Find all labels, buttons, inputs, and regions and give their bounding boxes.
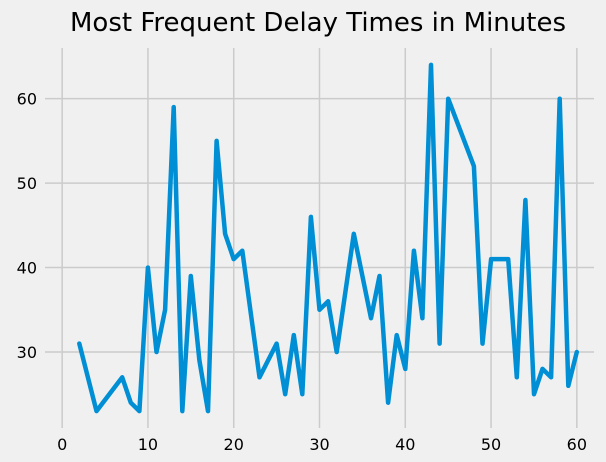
x-tick-label: 0: [57, 435, 67, 454]
series-line: [77, 62, 580, 414]
y-tick-label: 60: [17, 90, 37, 109]
grid: [45, 48, 594, 428]
x-tick-label: 30: [309, 435, 329, 454]
chart-title: Most Frequent Delay Times in Minutes: [70, 8, 566, 38]
x-tick-label: 60: [567, 435, 587, 454]
tick-labels: 0 10 20 30 40 50 60 30 40 50 60: [17, 90, 587, 454]
x-tick-label: 50: [481, 435, 501, 454]
y-tick-label: 50: [17, 174, 37, 193]
x-tick-label: 20: [224, 435, 244, 454]
x-tick-label: 40: [395, 435, 415, 454]
y-tick-label: 40: [17, 259, 37, 278]
y-tick-label: 30: [17, 343, 37, 362]
series-layer: [77, 62, 580, 414]
x-tick-label: 10: [138, 435, 158, 454]
